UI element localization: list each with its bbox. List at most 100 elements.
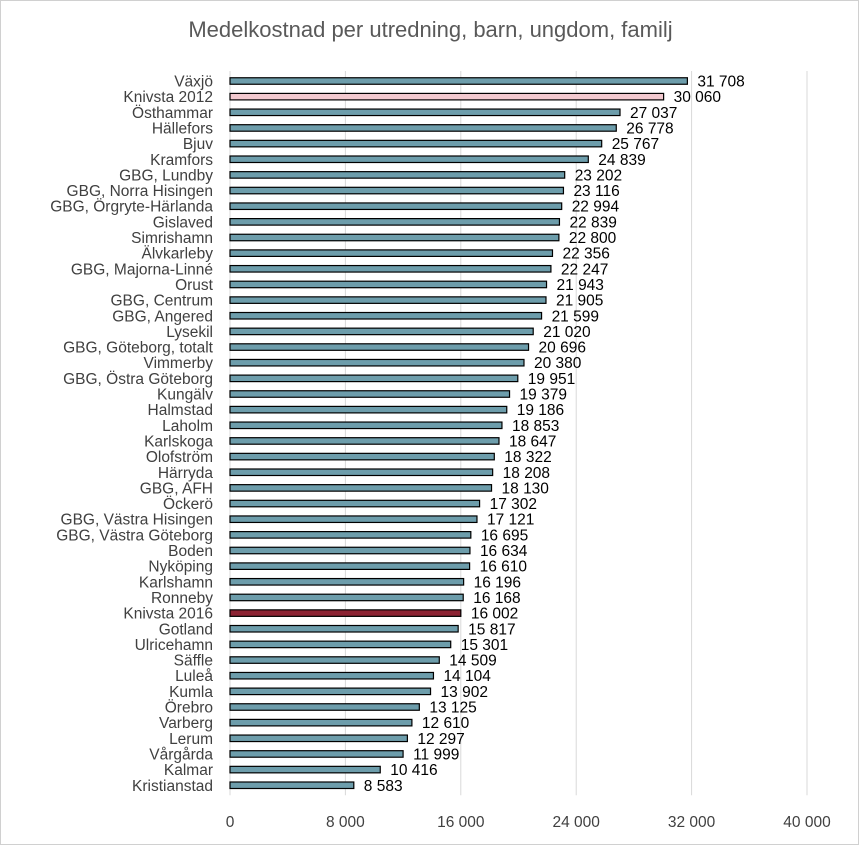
value-label: 19 951 [528, 371, 575, 388]
category-label: Öckerö [163, 495, 213, 513]
category-label: GBG, Västra Göteborg [56, 527, 213, 544]
bar [229, 515, 478, 524]
bar [229, 687, 432, 696]
category-label: Vimmerby [144, 355, 214, 372]
bar [229, 218, 561, 226]
value-label: 30 060 [674, 89, 722, 106]
value-label: 23 202 [575, 167, 622, 184]
bar [229, 484, 493, 492]
bar [229, 343, 530, 351]
category-label: GBG, Västra Hisingen [61, 512, 213, 529]
category-label: GBG, Lundby [119, 167, 213, 184]
bar [229, 593, 464, 602]
chart-title: Medelkostnad per utredning, barn, ungdom… [188, 17, 673, 42]
value-label: 8 583 [364, 778, 403, 795]
value-label: 15 817 [468, 621, 515, 638]
bar [229, 781, 355, 790]
bar [229, 452, 495, 461]
value-label: 14 509 [449, 653, 496, 670]
value-label: 13 125 [429, 700, 476, 717]
bar [229, 108, 621, 117]
value-label: 22 994 [572, 199, 620, 216]
category-label: Karlshamn [139, 574, 213, 591]
value-label: 10 416 [390, 762, 437, 779]
category-label: GBG, Angered [112, 308, 213, 325]
value-label: 20 380 [534, 355, 582, 372]
bar [229, 124, 617, 132]
value-label: 18 208 [503, 465, 550, 482]
category-label: Vårgårda [149, 746, 213, 763]
value-label: 26 778 [626, 120, 673, 137]
category-label: Kalmar [164, 762, 213, 779]
bar [229, 765, 381, 774]
bar [229, 155, 589, 164]
bar [229, 139, 603, 148]
value-label: 16 168 [473, 590, 520, 607]
category-label: Örebro [165, 699, 213, 717]
x-tick-label: 32 000 [668, 814, 716, 831]
category-label: Lysekil [166, 324, 213, 341]
category-label: Ulricehamn [135, 637, 213, 654]
category-label: Halmstad [148, 402, 213, 419]
category-label: Knivsta 2012 [123, 89, 213, 106]
value-label: 18 322 [504, 449, 551, 466]
bar [229, 280, 548, 289]
value-label: 16 002 [471, 606, 518, 623]
category-label: GBG, Majorna-Linné [71, 261, 213, 278]
category-label: Orust [175, 277, 214, 294]
category-label: Säffle [174, 653, 213, 670]
bar [229, 233, 560, 242]
bar [229, 327, 534, 336]
category-label: Ronneby [151, 590, 213, 607]
bar [229, 186, 565, 195]
category-label: Nyköping [148, 559, 213, 576]
value-label: 21 599 [552, 308, 599, 325]
category-label: Kristianstad [132, 778, 213, 795]
bar [229, 640, 452, 649]
category-label: Knivsta 2016 [123, 606, 213, 623]
category-label: Gotland [159, 621, 213, 638]
bar [229, 202, 563, 211]
x-tick-label: 24 000 [552, 814, 600, 831]
bar [229, 577, 465, 586]
bar [229, 609, 462, 617]
bars [229, 77, 688, 790]
value-label: 22 247 [561, 261, 608, 278]
value-label: 13 902 [441, 684, 488, 701]
category-label: Gislaved [153, 214, 213, 231]
value-label: 19 379 [520, 387, 567, 404]
bar [229, 437, 500, 445]
bar [229, 468, 494, 477]
bar [229, 390, 511, 398]
value-label: 31 708 [697, 74, 744, 91]
value-label: 22 800 [569, 230, 617, 247]
category-label: Hällefors [152, 120, 213, 137]
bar [229, 296, 547, 304]
category-label: Olofström [146, 449, 213, 466]
value-label: 16 610 [480, 559, 528, 576]
value-label: 17 121 [487, 512, 534, 529]
bar [229, 546, 471, 555]
category-label: GBG, Östra Göteborg [63, 370, 213, 388]
value-label: 18 130 [502, 480, 550, 497]
category-label: Karlskoga [144, 433, 213, 450]
category-label: Älvkarleby [142, 246, 214, 263]
x-tick-label: 16 000 [437, 814, 485, 831]
category-label: Kungälv [157, 387, 213, 404]
value-label: 22 839 [569, 214, 616, 231]
x-tick-label: 0 [226, 814, 235, 831]
category-label: GBG, Göteborg, totalt [63, 340, 214, 357]
value-label: 14 104 [443, 668, 491, 685]
bar [229, 311, 543, 320]
value-label: 18 853 [512, 418, 559, 435]
value-label: 22 356 [562, 246, 609, 263]
value-label: 17 302 [490, 496, 537, 513]
bar [229, 671, 435, 680]
category-label: GBG, Centrum [111, 293, 214, 310]
bar [229, 656, 440, 664]
value-label: 21 943 [557, 277, 604, 294]
bar [229, 405, 508, 414]
